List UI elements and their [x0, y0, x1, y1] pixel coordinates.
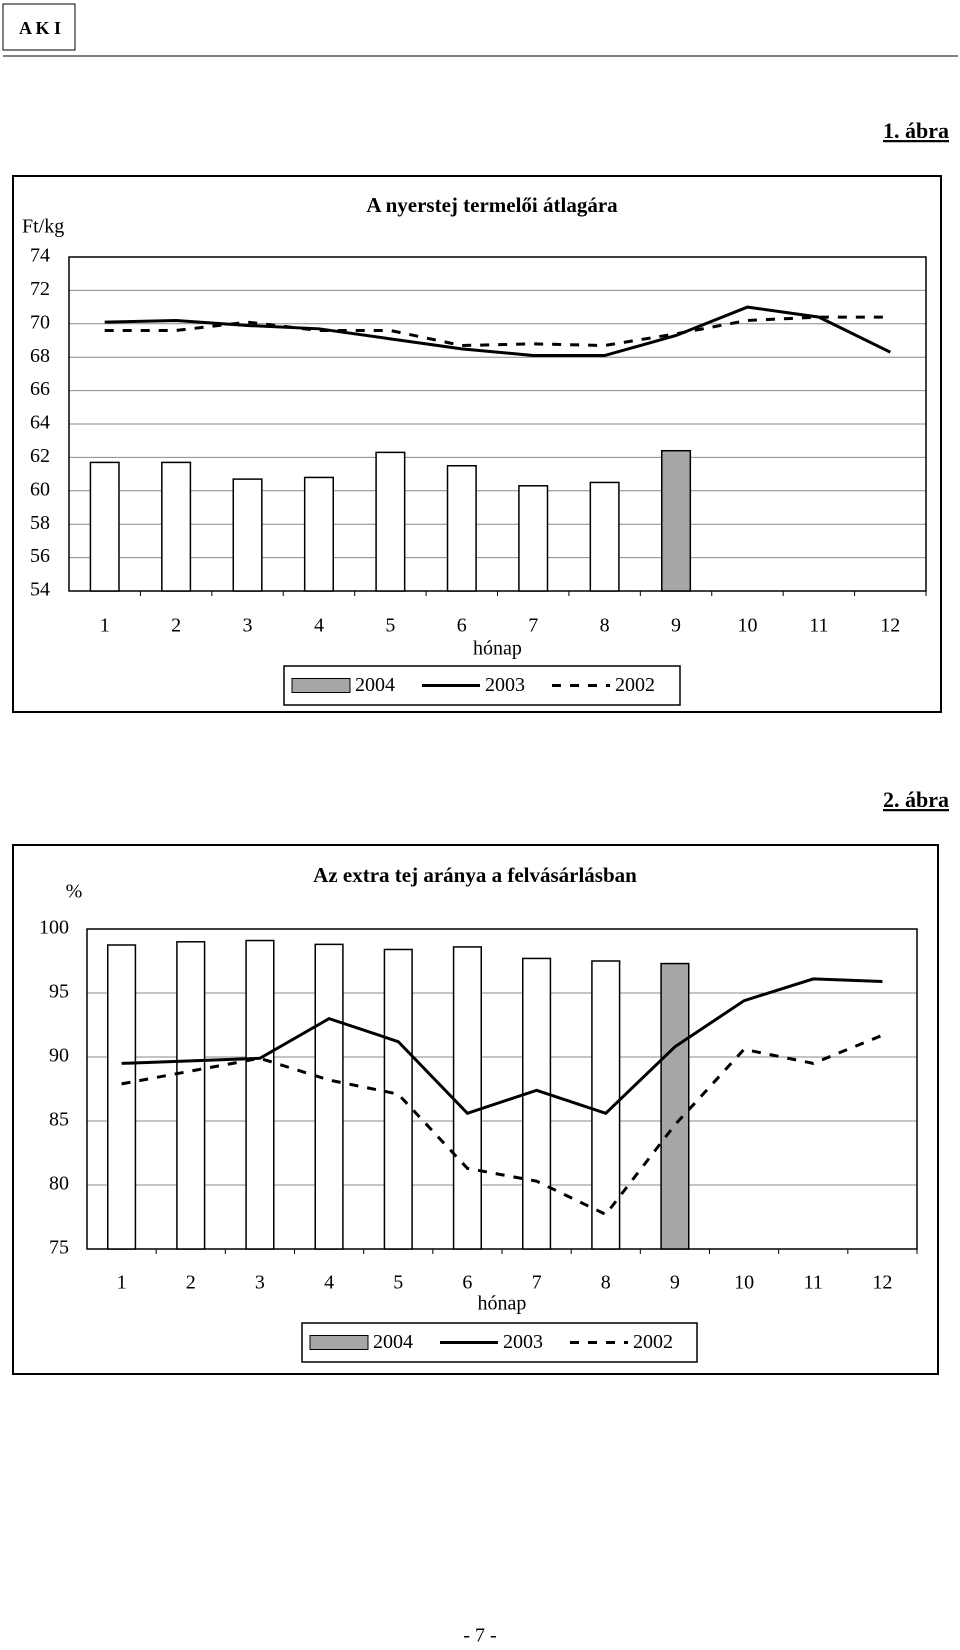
- bar: [589, 481, 620, 592]
- bar: [176, 941, 206, 1250]
- bar: [446, 465, 477, 592]
- y-tick-label: 66: [30, 378, 50, 400]
- x-tick-label: 7: [532, 1272, 542, 1294]
- bar: [522, 957, 552, 1250]
- y-axis-label: Ft/kg: [22, 216, 64, 238]
- line-series: [104, 315, 891, 348]
- chart-title: Az extra tej aránya a felvásárlásban: [313, 863, 637, 887]
- bar: [107, 944, 137, 1250]
- y-tick-label: 80: [49, 1173, 69, 1195]
- y-tick-label: 68: [30, 345, 50, 367]
- y-tick-label: 64: [30, 412, 50, 434]
- y-tick-label: 90: [49, 1045, 69, 1067]
- x-tick-label: 12: [880, 615, 900, 637]
- legend-swatch: [291, 678, 351, 693]
- y-tick-label: 85: [49, 1109, 69, 1131]
- bar: [375, 451, 406, 592]
- x-axis-label: hónap: [473, 638, 522, 660]
- x-tick-label: 3: [243, 615, 253, 637]
- x-tick-label: 4: [324, 1272, 334, 1294]
- legend-label: 2002: [615, 674, 655, 696]
- bar: [660, 962, 690, 1250]
- x-tick-label: 11: [809, 615, 828, 637]
- bar: [314, 943, 344, 1250]
- bar: [661, 449, 692, 592]
- y-tick-label: 62: [30, 445, 50, 467]
- x-tick-label: 8: [601, 1272, 611, 1294]
- legend-label: 2002: [633, 1331, 673, 1353]
- legend-label: 2003: [503, 1331, 543, 1353]
- x-tick-label: 6: [457, 615, 467, 637]
- line-series: [121, 1033, 883, 1217]
- figure-label: 1. ábra: [883, 118, 949, 143]
- legend-label: 2004: [373, 1331, 413, 1353]
- x-tick-label: 6: [462, 1272, 472, 1294]
- bar: [303, 476, 334, 592]
- bar: [383, 948, 413, 1250]
- line-series: [104, 305, 891, 358]
- y-tick-label: 54: [30, 579, 50, 601]
- y-tick-label: 56: [30, 545, 50, 567]
- page-number: - 7 -: [463, 1625, 496, 1647]
- x-tick-label: 8: [600, 615, 610, 637]
- logo: A K I: [19, 18, 61, 38]
- y-tick-label: 70: [30, 311, 50, 333]
- x-tick-label: 5: [393, 1272, 403, 1294]
- y-tick-label: 72: [30, 278, 50, 300]
- x-tick-label: 12: [872, 1272, 892, 1294]
- x-tick-label: 7: [528, 615, 538, 637]
- x-tick-label: 1: [117, 1272, 127, 1294]
- chart-frame: [12, 844, 939, 1375]
- bar: [245, 939, 275, 1250]
- y-axis-label: %: [66, 881, 83, 903]
- logo-frame: [2, 3, 76, 51]
- bar: [232, 478, 263, 592]
- x-tick-label: 5: [385, 615, 395, 637]
- x-tick-label: 3: [255, 1272, 265, 1294]
- legend-label: 2004: [355, 674, 395, 696]
- bar: [89, 461, 120, 592]
- x-tick-label: 2: [186, 1272, 196, 1294]
- x-tick-label: 10: [737, 615, 757, 637]
- figure-label: 2. ábra: [883, 787, 949, 812]
- y-tick-label: 60: [30, 478, 50, 500]
- x-tick-label: 2: [171, 615, 181, 637]
- y-tick-label: 100: [39, 917, 69, 939]
- x-tick-label: 11: [804, 1272, 823, 1294]
- y-tick-label: 58: [30, 512, 50, 534]
- plot-frame: [86, 928, 918, 1250]
- chart-frame: [12, 175, 942, 713]
- bar: [161, 461, 192, 592]
- x-tick-label: 9: [670, 1272, 680, 1294]
- x-tick-label: 9: [671, 615, 681, 637]
- y-tick-label: 75: [49, 1237, 69, 1259]
- bar: [452, 946, 483, 1250]
- legend-swatch: [309, 1335, 369, 1350]
- bar: [518, 485, 549, 592]
- x-tick-label: 10: [734, 1272, 754, 1294]
- y-tick-label: 74: [30, 245, 50, 267]
- line-series: [121, 977, 883, 1116]
- chart-title: A nyerstej termelői átlagára: [366, 193, 618, 217]
- x-tick-label: 4: [314, 615, 324, 637]
- x-axis-label: hónap: [478, 1293, 527, 1315]
- y-tick-label: 95: [49, 981, 69, 1003]
- legend-label: 2003: [485, 674, 525, 696]
- x-tick-label: 1: [100, 615, 110, 637]
